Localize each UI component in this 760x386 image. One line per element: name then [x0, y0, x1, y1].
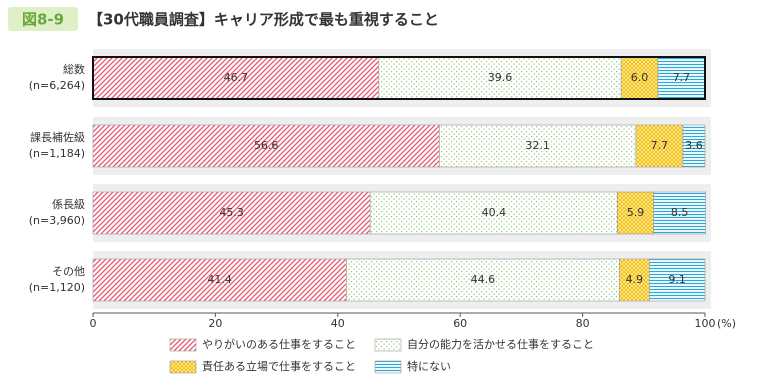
data-label: 45.3: [219, 206, 244, 219]
x-tick-label: 0: [90, 317, 97, 330]
highlight-frame: [92, 56, 706, 100]
category-note: (n=3,960): [29, 214, 85, 227]
legend-label: 特にない: [407, 359, 451, 373]
legend-swatch: [169, 360, 197, 374]
bar-segment: [92, 191, 371, 235]
bar-segment: [346, 258, 620, 302]
legend-swatch: [374, 338, 402, 352]
data-label: 46.7: [224, 71, 249, 84]
x-tick-label: 60: [453, 317, 467, 330]
chart-title: 【30代職員調査】キャリア形成で最も重視すること: [88, 11, 439, 29]
bar-segment: [682, 124, 706, 168]
data-label: 39.6: [488, 71, 513, 84]
figure-badge: [8, 7, 78, 31]
data-label: 7.7: [651, 139, 669, 152]
bar-segment: [653, 191, 706, 235]
legend-swatch: [169, 338, 197, 352]
legend-label: 自分の能力を活かせる仕事をすること: [407, 337, 594, 351]
category-label: 係長級: [52, 198, 85, 211]
legend-label: やりがいのある仕事をすること: [202, 337, 356, 351]
category-label: 課長補佐級: [30, 130, 85, 144]
data-label: 41.4: [207, 273, 232, 286]
data-label: 40.4: [482, 206, 507, 219]
figure-label: 図8-9: [22, 11, 64, 29]
category-note: (n=1,184): [29, 147, 85, 160]
x-unit: (%): [717, 317, 736, 330]
data-label: 7.7: [673, 71, 691, 84]
category-note: (n=6,264): [29, 79, 85, 92]
data-label: 44.6: [471, 273, 496, 286]
data-label: 56.6: [254, 139, 279, 152]
data-label: 4.9: [626, 273, 644, 286]
bar-segment: [369, 191, 618, 235]
x-tick-label: 40: [331, 317, 345, 330]
data-label: 6.0: [631, 71, 649, 84]
x-tick-label: 100: [695, 317, 716, 330]
data-label: 9.1: [668, 273, 686, 286]
category-label: 総数: [63, 62, 85, 76]
bar-segment: [92, 258, 347, 302]
legend-swatch: [374, 360, 402, 374]
data-label: 32.1: [525, 139, 550, 152]
bar-segment: [439, 124, 637, 168]
category-note: (n=1,120): [29, 281, 85, 294]
bar-segment: [635, 124, 684, 168]
bar-segment: [617, 191, 654, 235]
data-label: 5.9: [627, 206, 645, 219]
bar-segment: [649, 258, 706, 302]
bar-segment: [619, 258, 650, 302]
data-label: 8.5: [671, 206, 689, 219]
legend-label: 責任ある立場で仕事をすること: [202, 359, 356, 373]
data-label: 3.6: [685, 139, 703, 152]
x-tick-label: 20: [208, 317, 222, 330]
x-tick-label: 80: [576, 317, 590, 330]
bar-segment: [92, 124, 440, 168]
category-label: その他: [52, 265, 85, 278]
